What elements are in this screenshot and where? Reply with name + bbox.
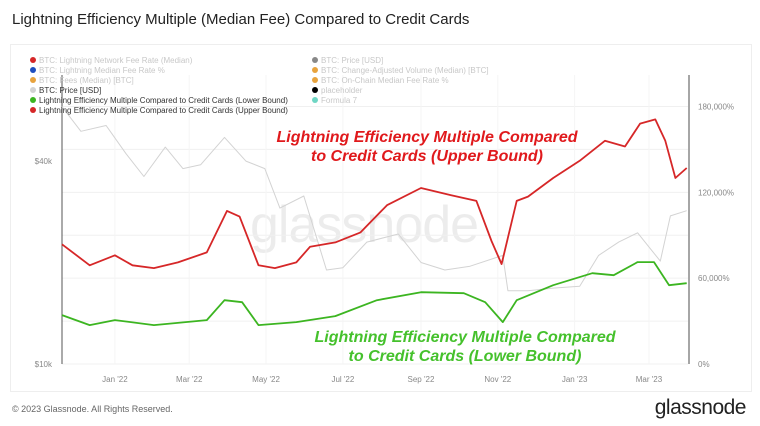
legend-dot-icon [312, 97, 318, 103]
upper-bound-line [61, 118, 688, 270]
legend-dot-icon [30, 87, 36, 93]
legend-item[interactable]: Formula 7 [312, 96, 489, 106]
legend-dot-icon [30, 77, 36, 83]
legend-item[interactable]: BTC: On-Chain Median Fee Rate % [312, 76, 489, 86]
legend-label: Lightning Efficiency Multiple Compared t… [39, 106, 288, 115]
legend-right: BTC: Price [USD] BTC: Change-Adjusted Vol… [312, 56, 489, 106]
legend-left: BTC: Lightning Network Fee Rate (Median)… [30, 56, 288, 116]
legend-item[interactable]: placeholder [312, 86, 489, 96]
legend-item[interactable]: BTC: Fees (Median) [BTC] [30, 76, 288, 86]
legend-item[interactable]: BTC: Change-Adjusted Volume (Median) [BT… [312, 66, 489, 76]
glassnode-logo: glassnode [654, 396, 747, 419]
legend-dot-icon [30, 107, 36, 113]
legend-dot-icon [312, 77, 318, 83]
upper-annotation-line2: to Credit Cards (Upper Bound) [311, 148, 543, 165]
x-tick-label: Mar '23 [636, 375, 663, 384]
legend-dot-icon [312, 57, 318, 63]
left-y-tick-label: $10k [35, 360, 53, 369]
x-tick-label: Jan '22 [102, 375, 128, 384]
legend-dot-icon [30, 97, 36, 103]
legend-label: BTC: Price [USD] [321, 56, 384, 65]
x-tick-label: Sep '22 [408, 375, 435, 384]
legend-dot-icon [312, 67, 318, 73]
right-y-tick-label: 120,000% [698, 188, 734, 197]
legend-label: placeholder [321, 86, 363, 95]
legend-item[interactable]: Lightning Efficiency Multiple Compared t… [30, 106, 288, 116]
x-tick-label: Mar '22 [176, 375, 203, 384]
chart-title: Lightning Efficiency Multiple (Median Fe… [12, 11, 470, 28]
legend-label: Formula 7 [321, 96, 358, 105]
legend-label: BTC: Lightning Median Fee Rate % [39, 66, 165, 75]
right-y-tick-label: 0% [698, 360, 710, 369]
legend-item[interactable]: Lightning Efficiency Multiple Compared t… [30, 96, 288, 106]
left-y-tick-label: $40k [35, 157, 53, 166]
lower-bound-annotation: Lightning Efficiency Multiple Compared t… [300, 328, 630, 366]
x-tick-label: Nov '22 [484, 375, 511, 384]
legend-dot-icon [312, 87, 318, 93]
legend-label: BTC: On-Chain Median Fee Rate % [321, 76, 449, 85]
upper-bound-annotation: Lightning Efficiency Multiple Compared t… [262, 128, 592, 166]
copyright-footer: © 2023 Glassnode. All Rights Reserved. [12, 404, 173, 414]
legend-item[interactable]: BTC: Lightning Median Fee Rate % [30, 66, 288, 76]
lower-annotation-line1: Lightning Efficiency Multiple Compared [314, 329, 616, 346]
legend-label: BTC: Price [USD] [39, 86, 102, 95]
legend-label: Lightning Efficiency Multiple Compared t… [39, 96, 288, 105]
right-y-tick-label: 60,000% [698, 274, 730, 283]
legend-dot-icon [30, 67, 36, 73]
lower-bound-line [61, 261, 687, 327]
x-tick-label: Jul '22 [331, 375, 354, 384]
x-tick-label: Jan '23 [562, 375, 588, 384]
upper-annotation-line1: Lightning Efficiency Multiple Compared [276, 129, 578, 146]
legend-item[interactable]: BTC: Lightning Network Fee Rate (Median) [30, 56, 288, 66]
chart-panel [10, 44, 752, 392]
legend-label: BTC: Lightning Network Fee Rate (Median) [39, 56, 193, 65]
x-tick-label: May '22 [252, 375, 280, 384]
legend-dot-icon [30, 57, 36, 63]
legend-label: BTC: Change-Adjusted Volume (Median) [BT… [321, 66, 489, 75]
right-y-tick-label: 180,000% [698, 102, 734, 111]
legend-item[interactable]: BTC: Price [USD] [30, 86, 288, 96]
legend-item[interactable]: BTC: Price [USD] [312, 56, 489, 66]
lower-annotation-line2: to Credit Cards (Lower Bound) [348, 348, 582, 365]
legend-label: BTC: Fees (Median) [BTC] [39, 76, 134, 85]
